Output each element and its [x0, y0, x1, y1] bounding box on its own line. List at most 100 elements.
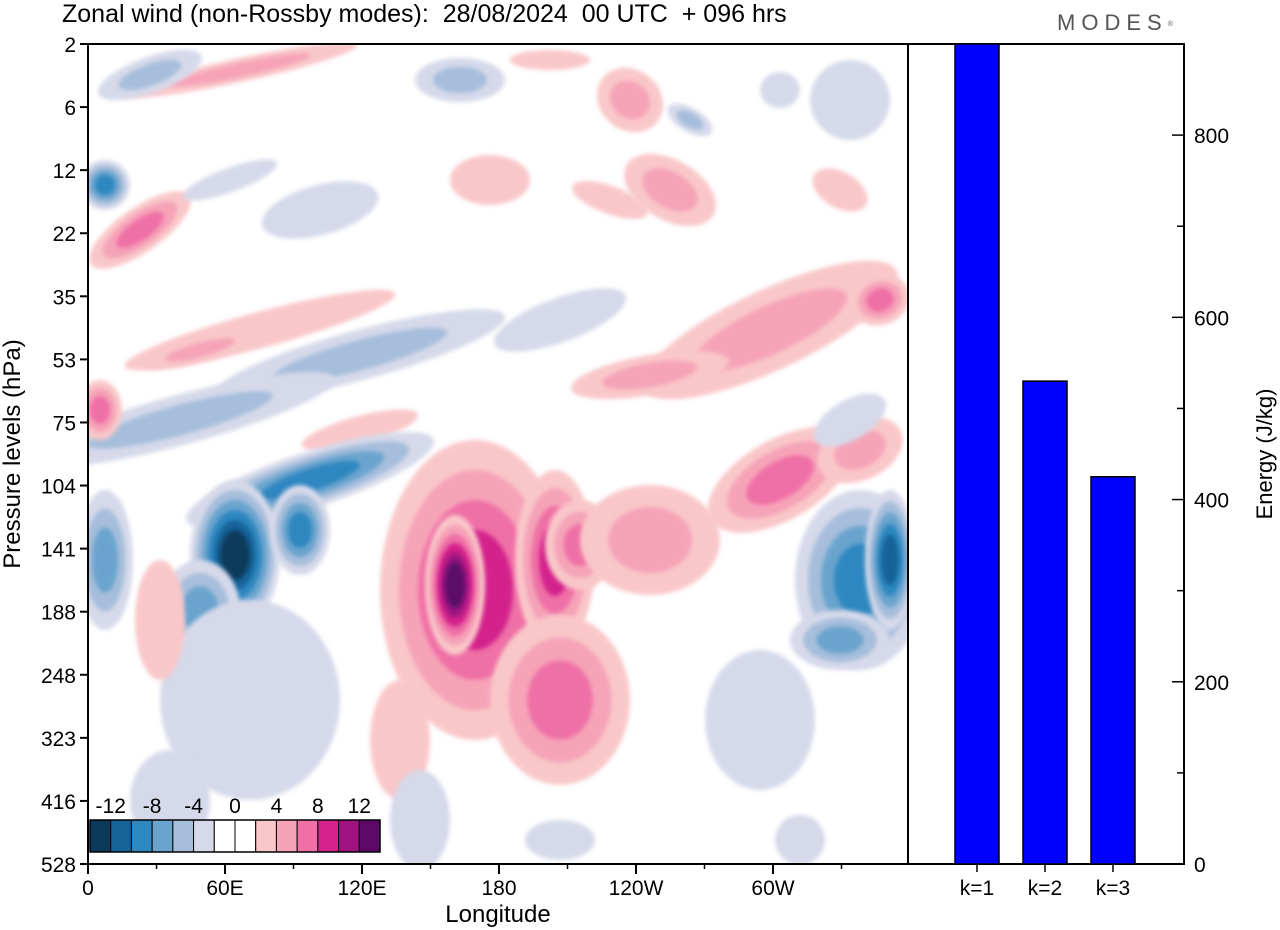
colorbar-swatch: [296, 819, 319, 853]
positive-wind-contour: [812, 168, 868, 212]
colorbar-label: 8: [312, 795, 324, 818]
y-tick-label: 12: [53, 160, 76, 183]
colorbar-swatch: [255, 819, 277, 853]
positive-wind-contour: [642, 168, 698, 212]
x-tick-label: 180: [481, 877, 516, 900]
energy-tick-label: 800: [1194, 125, 1229, 148]
y-tick-label: 188: [41, 602, 76, 625]
positive-wind-contour: [450, 155, 530, 205]
colorbar-label: 0: [229, 795, 241, 818]
negative-wind-contour: [775, 815, 825, 864]
colorbar-swatch: [193, 819, 215, 853]
positive-wind-contour: [165, 338, 235, 362]
y-tick-label: 53: [53, 349, 76, 372]
x-tick-label: 120E: [337, 877, 386, 900]
negative-wind-contour: [91, 527, 119, 593]
y-tick-label: 2: [64, 34, 76, 57]
registered-mark: ®: [1167, 21, 1173, 28]
colorbar-frame: [89, 819, 381, 853]
energy-tick-label: 400: [1194, 490, 1229, 513]
energy-tick-label: 200: [1194, 672, 1229, 695]
x-tick-label: 60W: [751, 877, 794, 900]
colorbar-swatch: [151, 819, 174, 853]
negative-wind-contour: [705, 650, 815, 790]
colorbar-label: 12: [348, 795, 371, 818]
positive-wind-contour: [89, 396, 111, 424]
positive-wind-contour: [301, 409, 419, 451]
colorbar-swatch: [317, 819, 340, 853]
logo-text: MODES: [1057, 10, 1168, 35]
positive-wind-contour: [610, 80, 650, 120]
y-tick-label: 22: [53, 223, 76, 246]
colorbar-label: -4: [184, 795, 203, 818]
chart-title: Zonal wind (non-Rossby modes): 28/08/202…: [62, 0, 787, 28]
y-tick-label: 323: [41, 728, 76, 751]
negative-wind-contour: [118, 59, 182, 91]
colorbar-swatch: [234, 819, 257, 853]
colorbar-swatch: [358, 819, 381, 853]
y-tick-label: 104: [41, 476, 76, 499]
colorbar-swatch: [338, 819, 360, 853]
negative-wind-contour: [95, 175, 115, 195]
positive-wind-contour: [572, 181, 648, 219]
longitude-axis: 0 60E 120E 180 120W 60W: [82, 864, 843, 900]
positive-wind-contour: [370, 680, 430, 800]
negative-wind-contour: [676, 110, 704, 130]
positive-wind-contour: [602, 360, 698, 390]
positive-wind-contour: [866, 288, 894, 312]
energy-bar: [1022, 380, 1068, 865]
negative-wind-contour: [816, 626, 864, 654]
x-axis-label: Longitude: [445, 901, 550, 928]
y-tick-label: 6: [64, 97, 76, 120]
y-tick-label: 141: [41, 539, 76, 562]
colorbar-swatch: [110, 819, 132, 853]
positive-wind-contour: [445, 561, 465, 609]
positive-wind-contour: [116, 211, 164, 249]
negative-wind-contour: [272, 327, 448, 383]
y-tick-label: 35: [53, 286, 76, 309]
x-tick-label: 60E: [206, 877, 243, 900]
negative-wind-contour: [288, 512, 312, 548]
colorbar-swatch: [89, 819, 112, 853]
zonal-wind-heatmap: [88, 44, 908, 864]
colorbar-label: -8: [143, 795, 162, 818]
modes-logo: MODES®: [1057, 10, 1173, 36]
negative-wind-contour: [525, 820, 595, 860]
pressure-axis: 2 6 12 22 35 53 75 104 141 188 248 323 416 528: [41, 34, 88, 877]
y-axis-label: Pressure levels (hPa): [0, 339, 26, 568]
positive-wind-contour: [527, 660, 593, 740]
positive-wind-contour: [135, 560, 185, 680]
negative-wind-contour: [810, 60, 890, 140]
negative-wind-contour: [881, 534, 899, 586]
colorbar-label: 4: [271, 795, 283, 818]
negative-wind-contour: [182, 159, 278, 201]
colorbar-swatch: [275, 819, 298, 853]
energy-bar: [954, 43, 1000, 865]
energy-bar: [1090, 476, 1136, 865]
positive-wind-contour: [746, 455, 814, 505]
colorbar-label: -12: [96, 795, 126, 818]
negative-wind-contour: [813, 393, 887, 447]
negative-wind-contour: [160, 600, 340, 800]
positive-wind-contour: [693, 288, 847, 372]
x-tick-label: 0: [82, 877, 94, 900]
colorbar-swatch: [172, 819, 195, 853]
y-tick-label: 248: [41, 665, 76, 688]
x-tick-label: 120W: [609, 877, 664, 900]
y-tick-label: 416: [41, 791, 76, 814]
colorbar: -12 -8 -4 0 4 8 12: [89, 795, 381, 853]
negative-wind-contour: [493, 288, 627, 352]
colorbar-swatch: [213, 819, 236, 853]
energy-tick-label: 0: [1194, 854, 1206, 877]
positive-wind-contour: [169, 53, 311, 87]
energy-axis: 0 200 400 600 800: [1172, 43, 1229, 877]
bar-category-label: k=1: [960, 877, 994, 900]
negative-wind-contour: [760, 72, 800, 108]
colorbar-swatch: [130, 819, 153, 853]
negative-wind-contour: [390, 770, 450, 864]
energy-tick-label: 600: [1194, 307, 1229, 330]
negative-wind-contour: [88, 391, 273, 449]
y-tick-label: 528: [41, 854, 76, 877]
negative-wind-contour: [220, 530, 250, 580]
